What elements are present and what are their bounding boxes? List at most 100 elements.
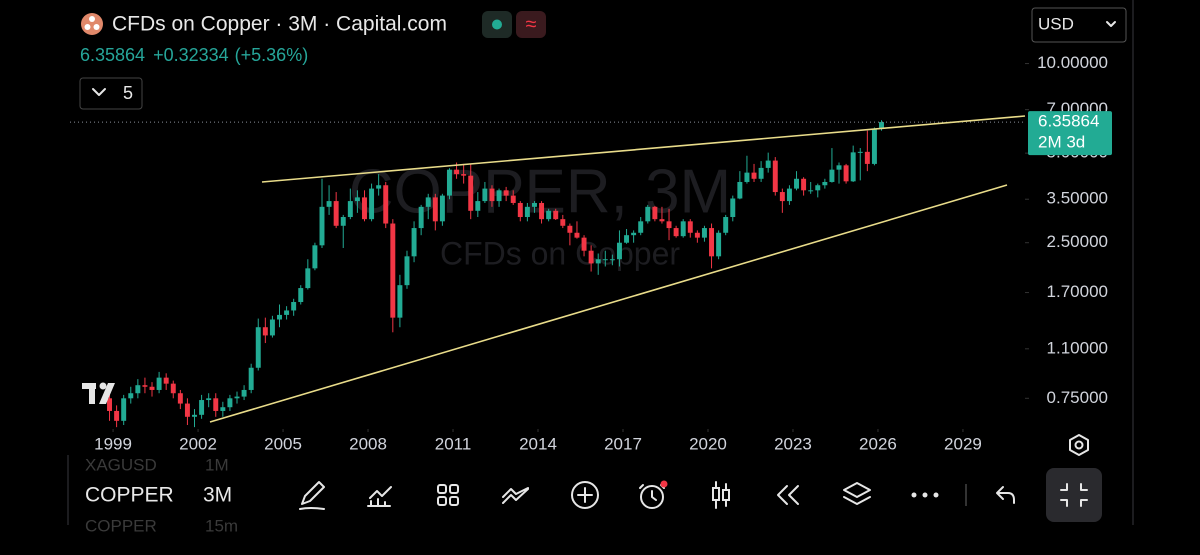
picker-interval[interactable]: 1M [205, 455, 229, 474]
compare-tool[interactable] [502, 487, 529, 504]
candle-body [439, 195, 445, 222]
picker-symbol[interactable]: XAGUSD [85, 455, 157, 474]
candle-body [149, 386, 155, 390]
last-price-label: 6.35864 [1038, 112, 1099, 131]
candle-body [737, 181, 743, 199]
candle-body [213, 398, 219, 411]
replay-tool[interactable] [777, 485, 799, 505]
candle-body [390, 223, 396, 318]
candle-body [199, 400, 205, 415]
candle-body [553, 210, 559, 220]
candle-body [730, 198, 736, 218]
collapse-icon [1060, 483, 1088, 507]
candle-body [354, 197, 360, 202]
candle-body [156, 377, 162, 390]
draw-tool[interactable] [299, 481, 325, 510]
more-tool[interactable] [911, 492, 939, 498]
chart-type-tool[interactable] [712, 481, 730, 509]
y-tick-label: 10.00000 [1037, 53, 1108, 72]
candle-body [397, 285, 403, 318]
x-tick-label: 2020 [689, 434, 727, 453]
y-tick-label: 1.10000 [1047, 338, 1108, 357]
candle-body [815, 185, 821, 191]
candle-body [128, 393, 134, 399]
candle-body [206, 398, 212, 401]
candle-body [468, 175, 474, 211]
delay-icon: ≈ [526, 13, 537, 35]
candle-body [184, 403, 190, 417]
candle-body [291, 302, 297, 311]
candle-body [801, 178, 807, 191]
candle-body [312, 245, 318, 269]
candle-body [701, 228, 707, 238]
candle-body [864, 151, 870, 164]
dropdown-arrow [1106, 21, 1116, 27]
candle-body [850, 152, 856, 182]
candle-body [362, 197, 367, 220]
layout-tool[interactable] [437, 484, 459, 506]
picker-symbol[interactable]: COPPER [85, 516, 157, 535]
chart-title: CFDs on Copper · 3M · Capital.com [112, 13, 447, 36]
layers-tool[interactable] [843, 482, 871, 505]
candle-body [786, 188, 792, 202]
candle-body [652, 206, 658, 220]
candle-body [666, 221, 672, 229]
candle-body [772, 160, 778, 193]
alert-tool[interactable] [639, 480, 668, 509]
candle-body [716, 232, 722, 257]
candle-body [602, 259, 608, 261]
settings-icon[interactable] [1069, 434, 1089, 456]
indicators-toggle[interactable] [79, 77, 143, 110]
candle-body [857, 151, 863, 153]
indicator-count: 5 [123, 83, 133, 103]
delay-pill[interactable] [516, 11, 546, 38]
undo-tool[interactable] [996, 486, 1015, 504]
toolbar-interval[interactable]: 3M [203, 484, 232, 507]
indicators-tool[interactable] [367, 486, 392, 507]
candle-body [751, 172, 757, 179]
candle-body [227, 398, 233, 408]
last-price-badge [1028, 111, 1112, 156]
x-tick-label: 2014 [519, 434, 557, 453]
candle-body [694, 232, 700, 238]
candle-body [503, 190, 509, 196]
candle-body [142, 385, 148, 387]
symbol-icon [81, 13, 103, 35]
x-tick-label: 2026 [859, 434, 897, 453]
candle-body [758, 167, 764, 179]
add-tool[interactable] [571, 481, 599, 509]
toolbar-symbol[interactable]: COPPER [85, 484, 174, 507]
candle-body [411, 228, 417, 257]
candle-body [588, 250, 594, 264]
trend-line-upper[interactable] [261, 115, 1026, 183]
candle-body [659, 219, 665, 222]
candle-body [234, 396, 240, 399]
candle-body [843, 165, 849, 182]
candle-body [631, 232, 637, 236]
picker-interval[interactable]: 15m [205, 516, 238, 535]
candle-body [220, 407, 226, 411]
candle-body [454, 169, 460, 175]
candle-body [779, 192, 785, 202]
fullscreen-button[interactable] [1046, 468, 1102, 522]
candle-body [170, 383, 176, 394]
candle-body [376, 185, 382, 189]
currency-select[interactable] [1031, 7, 1127, 43]
candle-body [305, 268, 311, 289]
candle-body [517, 202, 523, 218]
chevron [92, 88, 106, 96]
trend-line-lower[interactable] [209, 184, 1008, 423]
candle-body [241, 389, 247, 397]
candle-body [560, 219, 566, 226]
candle-body [723, 217, 729, 233]
candle-body [347, 201, 353, 218]
candle-body [879, 122, 884, 129]
candle-body [645, 206, 651, 222]
status-dot [492, 19, 502, 30]
y-tick-label: 2.50000 [1047, 232, 1108, 251]
candle-body [404, 256, 410, 286]
last-price: 6.35864 [80, 45, 145, 65]
candle-body [581, 237, 587, 251]
